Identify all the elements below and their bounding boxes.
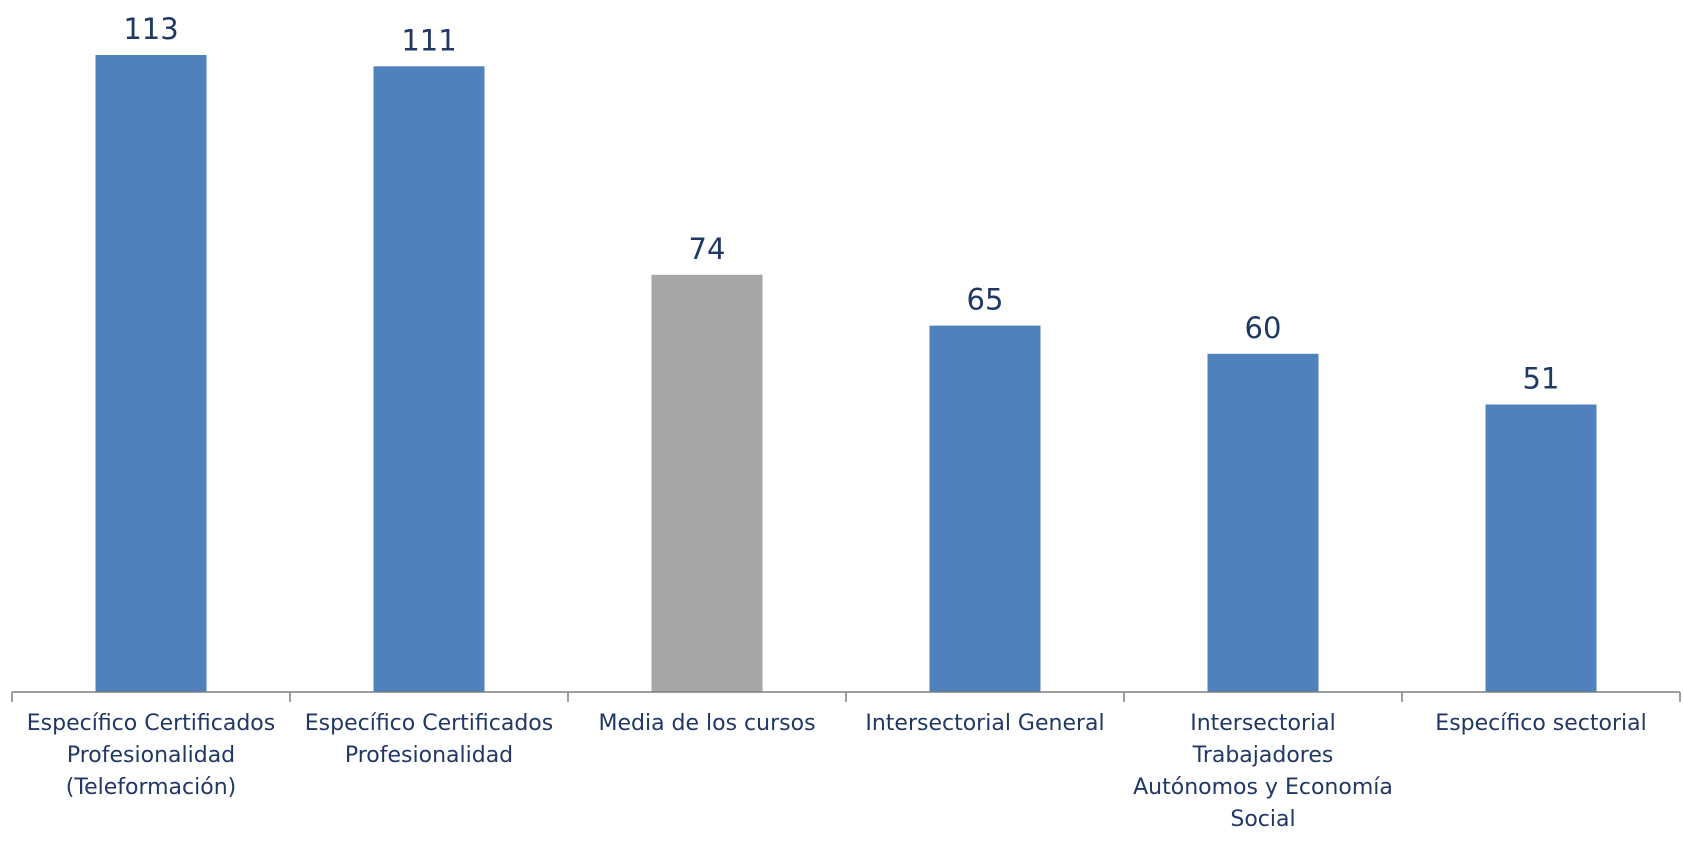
value-labels-layer: 113 111 74 65 60 51 bbox=[123, 12, 1559, 396]
category-label-3: Media de los cursos bbox=[598, 711, 815, 736]
category-label-line: Específico Certificados bbox=[27, 711, 275, 736]
category-label-line: Profesionalidad bbox=[67, 743, 235, 768]
bar-2 bbox=[373, 66, 485, 693]
bar-5 bbox=[1207, 353, 1319, 692]
value-label-1: 113 bbox=[123, 12, 178, 46]
bar-1 bbox=[95, 55, 207, 692]
x-axis-ticks bbox=[11, 692, 1681, 702]
category-label-line: Específico sectorial bbox=[1435, 711, 1646, 736]
value-label-3: 74 bbox=[689, 232, 726, 266]
category-label-4: Intersectorial General bbox=[865, 711, 1104, 736]
category-label-line: Intersectorial bbox=[1190, 711, 1336, 736]
category-labels-layer: Específico Certificados Profesionalidad (T… bbox=[27, 711, 1647, 832]
category-label-5: Intersectorial Trabajadores Autónomos y Ec… bbox=[1133, 711, 1393, 832]
category-label-line: Específico Certificados bbox=[305, 711, 553, 736]
bars-layer bbox=[95, 55, 1597, 693]
bar-3 bbox=[651, 274, 763, 692]
value-label-2: 111 bbox=[401, 23, 456, 57]
category-label-line: Profesionalidad bbox=[345, 743, 513, 768]
value-label-5: 60 bbox=[1245, 311, 1282, 345]
bar-4 bbox=[929, 325, 1041, 692]
category-label-line: Media de los cursos bbox=[598, 711, 815, 736]
category-label-line: Intersectorial General bbox=[865, 711, 1104, 736]
value-label-4: 65 bbox=[967, 283, 1004, 317]
category-label-6: Específico sectorial bbox=[1435, 711, 1646, 736]
category-label-1: Específico Certificados Profesionalidad (T… bbox=[27, 711, 275, 800]
bar-6 bbox=[1485, 404, 1597, 692]
category-label-line: (Teleformación) bbox=[66, 775, 236, 800]
category-label-line: Autónomos y Economía bbox=[1133, 775, 1393, 800]
category-label-line: Trabajadores bbox=[1192, 743, 1334, 768]
value-label-6: 51 bbox=[1523, 362, 1560, 396]
category-label-2: Específico Certificados Profesionalidad bbox=[305, 711, 553, 768]
category-label-line: Social bbox=[1230, 807, 1295, 832]
